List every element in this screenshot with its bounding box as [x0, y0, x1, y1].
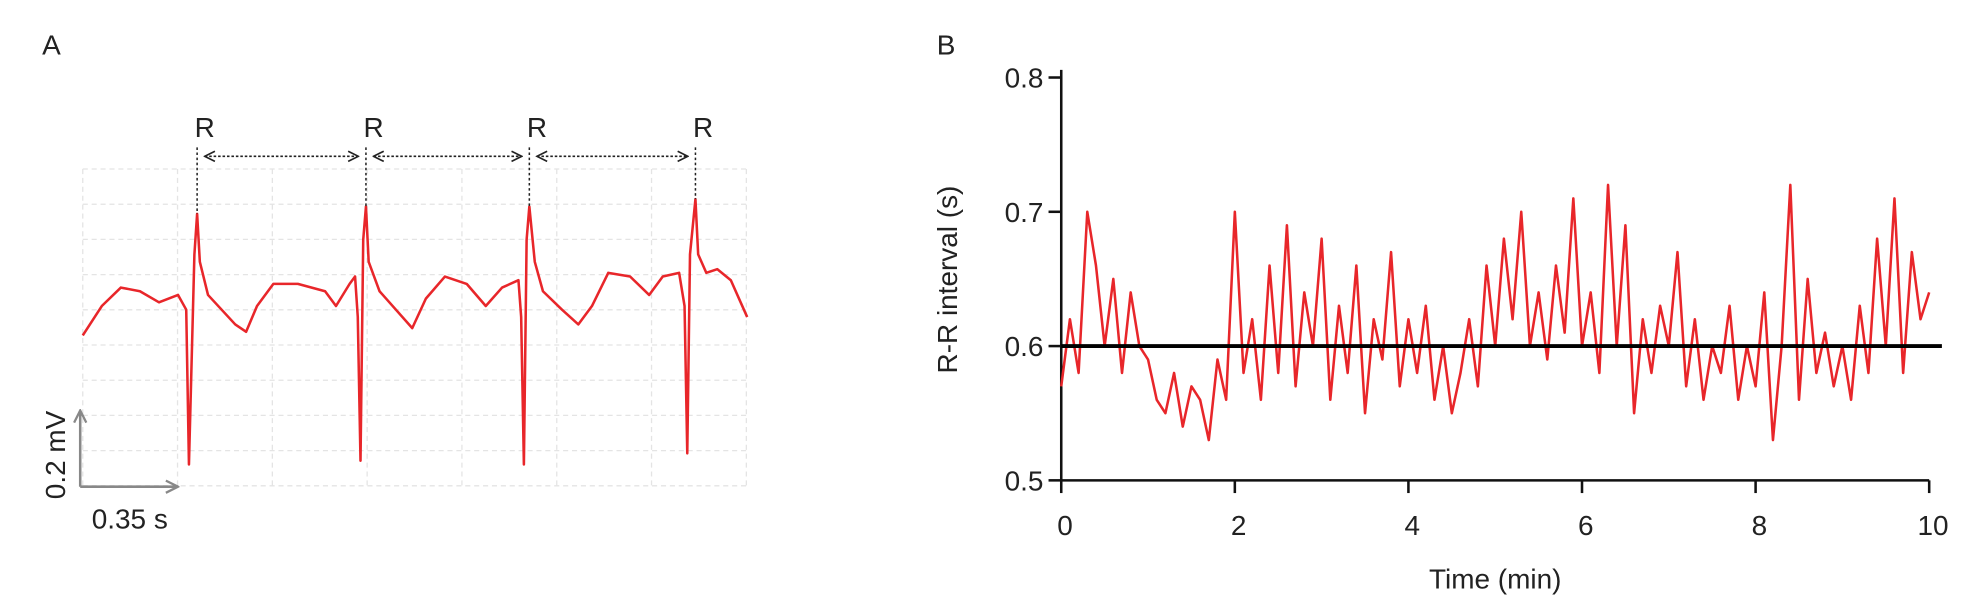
x-tick-label: 8 [1752, 510, 1768, 541]
y-axis-title: R-R interval (s) [932, 186, 963, 374]
panel-label: B [937, 30, 956, 61]
peak-label: R [693, 112, 713, 143]
peak-label: R [363, 112, 383, 143]
y-tick-label: 0.7 [1005, 197, 1044, 228]
panel-label: A [42, 30, 61, 61]
scale-label-x: 0.35 s [92, 504, 168, 535]
y-tick-label: 0.5 [1005, 466, 1044, 497]
y-tick-label: 0.8 [1005, 63, 1044, 94]
x-tick-label: 4 [1404, 510, 1420, 541]
x-tick-label: 10 [1917, 510, 1948, 541]
x-tick-label: 0 [1057, 510, 1073, 541]
series-line [1059, 183, 1931, 442]
x-tick-label: 6 [1578, 510, 1594, 541]
x-axis-title: Time (min) [1429, 563, 1561, 594]
peak-label: R [195, 112, 215, 143]
scale-label-y: 0.2 mV [40, 410, 71, 499]
y-tick-label: 0.6 [1005, 331, 1044, 362]
ecg-trace [81, 197, 749, 466]
x-tick-label: 2 [1231, 510, 1247, 541]
peak-label: R [527, 112, 547, 143]
